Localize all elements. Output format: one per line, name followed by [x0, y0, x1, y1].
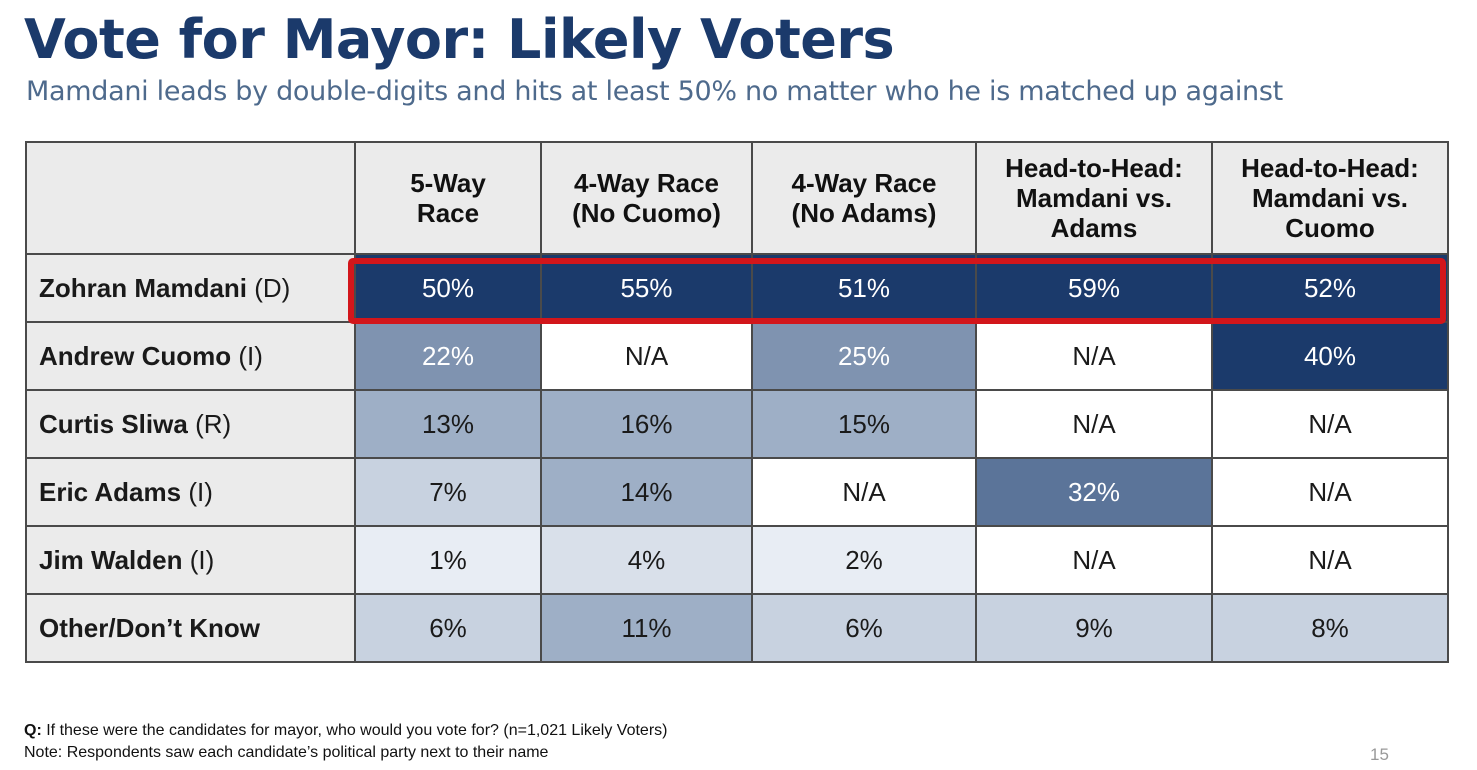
footnote-note: Note: Respondents saw each candidate’s p…	[24, 744, 549, 761]
value-cell: N/A	[975, 525, 1213, 595]
column-header-line: Mamdani vs.	[1251, 183, 1409, 213]
footnote: Q: If these were the candidates for mayo…	[24, 720, 667, 764]
footnote-question: Q: If these were the candidates for mayo…	[24, 720, 667, 742]
table-body: Zohran Mamdani (D) 50% 55% 51% 59% 52% Andrew …	[25, 253, 1449, 663]
value-cell: N/A	[1211, 457, 1449, 527]
value-cell: N/A	[751, 457, 977, 527]
value-cell: 14%	[540, 457, 753, 527]
header-row: 5-Way Race 4-Way Race (No Cuomo) 4-Way R…	[25, 141, 1449, 255]
candidate-party: (I)	[188, 476, 213, 507]
column-header-line: (No Adams)	[791, 198, 937, 228]
column-header-line: Adams	[1050, 213, 1138, 243]
value-cell: N/A	[1211, 525, 1449, 595]
table-row: Jim Walden (I) 1% 4% 2% N/A N/A	[25, 525, 1449, 595]
value-cell: 22%	[354, 321, 542, 391]
value-cell: 2%	[751, 525, 977, 595]
value-cell: 40%	[1211, 321, 1449, 391]
value-cell: 25%	[751, 321, 977, 391]
corner-cell	[25, 141, 356, 255]
value-cell: N/A	[540, 321, 753, 391]
row-label: Other/Don’t Know	[25, 593, 356, 663]
value-cell: 51%	[751, 253, 977, 323]
table-row: Eric Adams (I) 7% 14% N/A 32% N/A	[25, 457, 1449, 527]
value-cell: 15%	[751, 389, 977, 459]
column-header-line: 4-Way Race	[791, 168, 937, 198]
value-cell: 13%	[354, 389, 542, 459]
value-cell: 8%	[1211, 593, 1449, 663]
value-cell: 4%	[540, 525, 753, 595]
value-cell: 16%	[540, 389, 753, 459]
value-cell: 11%	[540, 593, 753, 663]
value-cell: N/A	[975, 389, 1213, 459]
column-header-line: 4-Way Race	[574, 168, 719, 198]
column-header-line: Cuomo	[1285, 213, 1375, 243]
candidate-party: (I)	[189, 544, 215, 575]
page-title: Vote for Mayor: Likely Voters	[24, 8, 895, 71]
value-cell: 32%	[975, 457, 1213, 527]
row-label: Curtis Sliwa (R)	[25, 389, 356, 459]
value-cell: 55%	[540, 253, 753, 323]
table-row: Curtis Sliwa (R) 13% 16% 15% N/A N/A	[25, 389, 1449, 459]
column-header: Head-to-Head: Mamdani vs. Cuomo	[1211, 141, 1449, 255]
candidate-name: Zohran Mamdani	[39, 272, 248, 303]
value-cell: 6%	[751, 593, 977, 663]
row-label: Jim Walden (I)	[25, 525, 356, 595]
column-header: Head-to-Head: Mamdani vs. Adams	[975, 141, 1213, 255]
value-cell: N/A	[975, 321, 1213, 391]
candidate-name: Other/Don’t Know	[39, 612, 260, 643]
column-header-line: 5-Way	[410, 168, 486, 198]
column-header: 4-Way Race (No Adams)	[751, 141, 977, 255]
value-cell: 1%	[354, 525, 542, 595]
candidate-name: Jim Walden	[39, 544, 183, 575]
table-row: Zohran Mamdani (D) 50% 55% 51% 59% 52%	[25, 253, 1449, 323]
column-header-line: Head-to-Head:	[1241, 153, 1419, 183]
column-header-line: Race	[416, 198, 480, 228]
poll-results-table: 5-Way Race 4-Way Race (No Cuomo) 4-Way R…	[25, 141, 1449, 663]
candidate-party: (R)	[195, 408, 232, 439]
candidate-name: Curtis Sliwa	[39, 408, 188, 439]
column-header: 4-Way Race (No Cuomo)	[540, 141, 753, 255]
question-label: Q:	[24, 722, 42, 739]
table-row: Andrew Cuomo (I) 22% N/A 25% N/A 40%	[25, 321, 1449, 391]
candidate-name: Eric Adams	[39, 476, 182, 507]
candidate-name: Andrew Cuomo	[39, 340, 232, 371]
value-cell: 52%	[1211, 253, 1449, 323]
column-header: 5-Way Race	[354, 141, 542, 255]
value-cell: 59%	[975, 253, 1213, 323]
value-cell: N/A	[1211, 389, 1449, 459]
page-subtitle: Mamdani leads by double-digits and hits …	[26, 76, 1283, 107]
table-row: Other/Don’t Know 6% 11% 6% 9% 8%	[25, 593, 1449, 663]
row-label: Zohran Mamdani (D)	[25, 253, 356, 323]
value-cell: 9%	[975, 593, 1213, 663]
column-header-line: (No Cuomo)	[572, 198, 721, 228]
question-text: If these were the candidates for mayor, …	[46, 722, 668, 739]
page-number: 15	[1370, 745, 1389, 764]
row-label: Andrew Cuomo (I)	[25, 321, 356, 391]
value-cell: 6%	[354, 593, 542, 663]
value-cell: 50%	[354, 253, 542, 323]
candidate-party: (I)	[238, 340, 263, 371]
column-header-line: Mamdani vs.	[1015, 183, 1173, 213]
row-label: Eric Adams (I)	[25, 457, 356, 527]
value-cell: 7%	[354, 457, 542, 527]
candidate-party: (D)	[254, 272, 291, 303]
column-header-line: Head-to-Head:	[1005, 153, 1183, 183]
